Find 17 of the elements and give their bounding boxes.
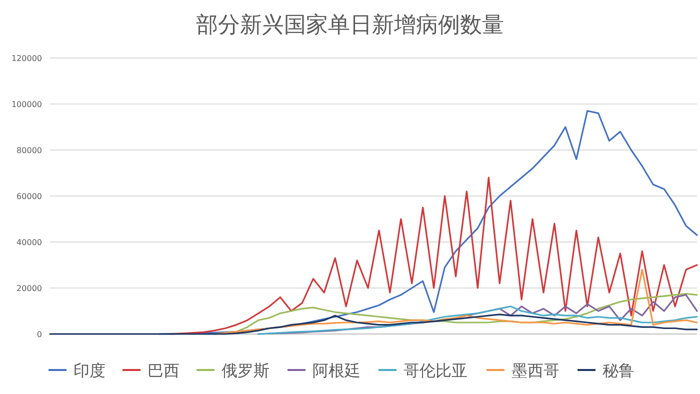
line-series (49, 314, 698, 335)
legend-label: 哥伦比亚 (404, 361, 468, 380)
legend-label: 阿根廷 (312, 361, 360, 380)
y-tick-label: 80000 (16, 146, 42, 155)
legend-label: 秘鲁 (602, 361, 634, 380)
chart-title: 部分新兴国家单日新增病例数量 (196, 13, 504, 38)
y-tick-label: 120000 (11, 54, 42, 63)
legend-label: 巴西 (148, 361, 180, 380)
legend-label: 俄罗斯 (222, 361, 270, 380)
y-tick-label: 100000 (11, 100, 42, 109)
y-tick-label: 60000 (16, 192, 42, 201)
y-tick-label: 20000 (16, 284, 42, 293)
y-tick-label: 40000 (16, 238, 42, 247)
legend-label: 墨西哥 (512, 361, 560, 380)
line-series (258, 306, 698, 335)
legend-label: 印度 (74, 361, 106, 380)
y-tick-label: 0 (36, 330, 42, 339)
